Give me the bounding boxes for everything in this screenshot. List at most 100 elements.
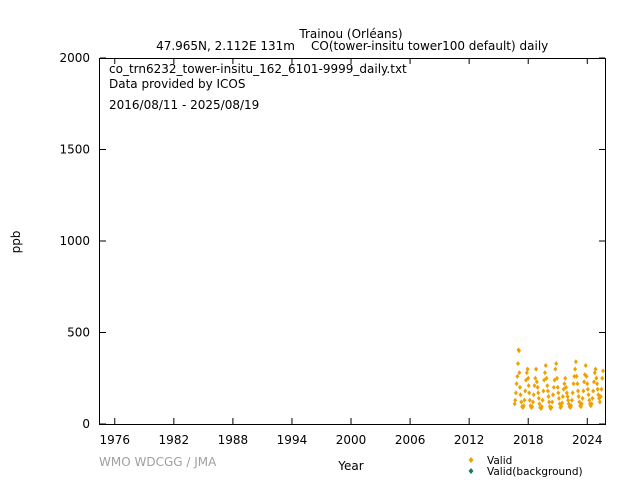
data-point-valid xyxy=(547,399,552,405)
data-point-valid xyxy=(593,366,598,372)
data-point-valid xyxy=(564,390,569,396)
data-point-valid xyxy=(517,384,522,390)
data-point-valid xyxy=(517,370,522,376)
data-point-valid xyxy=(601,368,606,374)
data-point-valid xyxy=(530,404,535,410)
y-tick-label: 500 xyxy=(67,326,90,340)
data-point-valid xyxy=(559,404,564,410)
data-point-valid xyxy=(544,375,549,381)
data-point-valid xyxy=(541,388,546,394)
data-point-valid xyxy=(579,401,584,407)
x-tick-label: 1994 xyxy=(277,433,308,447)
x-tick-label: 2018 xyxy=(513,433,544,447)
data-point-valid xyxy=(522,397,527,403)
data-point-valid xyxy=(595,386,600,392)
data-point-valid xyxy=(600,375,605,381)
data-point-valid xyxy=(534,379,539,385)
data-points xyxy=(512,347,606,411)
x-tick-label: 2006 xyxy=(395,433,426,447)
data-point-valid xyxy=(551,392,556,398)
legend-label-valid: Valid xyxy=(487,455,512,467)
info-line-file: co_trn6232_tower-insitu_162_6101-9999_da… xyxy=(109,62,407,76)
y-tick-label: 1500 xyxy=(59,143,90,157)
data-point-valid xyxy=(583,362,588,368)
plot-frame xyxy=(99,58,606,425)
data-point-valid xyxy=(523,388,528,394)
data-point-valid xyxy=(525,366,530,372)
data-point-valid xyxy=(560,394,565,400)
data-point-valid xyxy=(543,362,548,368)
data-point-valid xyxy=(515,361,520,367)
data-point-valid xyxy=(597,399,602,405)
data-point-valid xyxy=(573,366,578,372)
data-point-valid xyxy=(585,381,590,387)
data-point-valid xyxy=(530,399,535,405)
x-tick-label: 1976 xyxy=(99,433,130,447)
chart-subtitle-gas: CO(tower-insitu tower100 default) daily xyxy=(311,39,548,53)
data-point-valid xyxy=(574,373,579,379)
legend-marker-valid-background xyxy=(468,468,474,474)
data-point-valid xyxy=(512,401,517,407)
data-point-valid xyxy=(515,373,520,379)
data-point-valid xyxy=(537,401,542,407)
legend-marker-valid xyxy=(468,457,474,463)
data-point-valid xyxy=(527,390,532,396)
y-tick-label: 0 xyxy=(82,417,90,431)
data-point-valid xyxy=(524,370,529,376)
data-point-valid xyxy=(576,388,581,394)
data-point-valid xyxy=(540,397,545,403)
data-point-valid xyxy=(516,348,521,354)
y-tick-label: 1000 xyxy=(59,234,90,248)
data-point-valid xyxy=(546,394,551,400)
credit-text: WMO WDCGG / JMA xyxy=(99,455,217,469)
data-point-valid xyxy=(571,381,576,387)
data-point-valid xyxy=(565,394,570,400)
data-point-valid xyxy=(521,403,526,409)
data-point-valid xyxy=(564,384,569,390)
data-point-valid xyxy=(586,392,591,398)
data-point-valid xyxy=(542,370,547,376)
data-point-valid xyxy=(572,373,577,379)
data-point-valid xyxy=(569,403,574,409)
data-point-valid xyxy=(526,383,531,389)
data-point-valid xyxy=(534,366,539,372)
data-point-valid xyxy=(545,388,550,394)
data-point-valid xyxy=(550,399,555,405)
data-point-valid xyxy=(553,366,558,372)
data-point-valid xyxy=(581,388,586,394)
data-point-valid xyxy=(531,392,536,398)
x-tick-label: 1982 xyxy=(159,433,190,447)
data-point-valid xyxy=(555,384,560,390)
x-tick-label: 2000 xyxy=(336,433,367,447)
x-axis: 1976 1982 1988 1994 2000 2006 2012 2018 2024 xyxy=(99,58,603,447)
y-axis: 0 500 1000 1500 2000 xyxy=(59,51,605,431)
data-point-valid xyxy=(576,394,581,400)
info-line-provider: Data provided by ICOS xyxy=(109,77,245,91)
x-tick-label: 1988 xyxy=(218,433,249,447)
data-point-valid xyxy=(535,384,540,390)
data-point-valid xyxy=(573,359,578,365)
x-axis-label: Year xyxy=(337,459,363,473)
data-point-valid xyxy=(519,399,524,405)
data-point-valid xyxy=(594,375,599,381)
y-axis-label: ppb xyxy=(9,231,23,254)
data-point-valid xyxy=(536,390,541,396)
info-line-period: 2016/08/11 - 2025/08/19 xyxy=(109,98,259,112)
data-point-valid xyxy=(569,397,574,403)
data-point-valid xyxy=(560,400,565,406)
data-point-valid xyxy=(570,390,575,396)
data-point-valid xyxy=(599,386,604,392)
data-point-valid xyxy=(554,375,559,381)
data-point-valid xyxy=(554,361,559,367)
data-point-valid xyxy=(591,379,596,385)
data-point-valid xyxy=(584,373,589,379)
data-point-valid xyxy=(585,386,590,392)
data-point-valid xyxy=(527,397,532,403)
data-point-valid xyxy=(545,383,550,389)
data-point-valid xyxy=(549,405,554,411)
chart-subtitle-location: 47.965N, 2.112E 131m xyxy=(156,39,295,53)
data-point-valid xyxy=(587,397,592,403)
data-point-valid xyxy=(518,392,523,398)
data-point-valid xyxy=(551,384,556,390)
legend-label-valid-background: Valid(background) xyxy=(487,466,583,478)
